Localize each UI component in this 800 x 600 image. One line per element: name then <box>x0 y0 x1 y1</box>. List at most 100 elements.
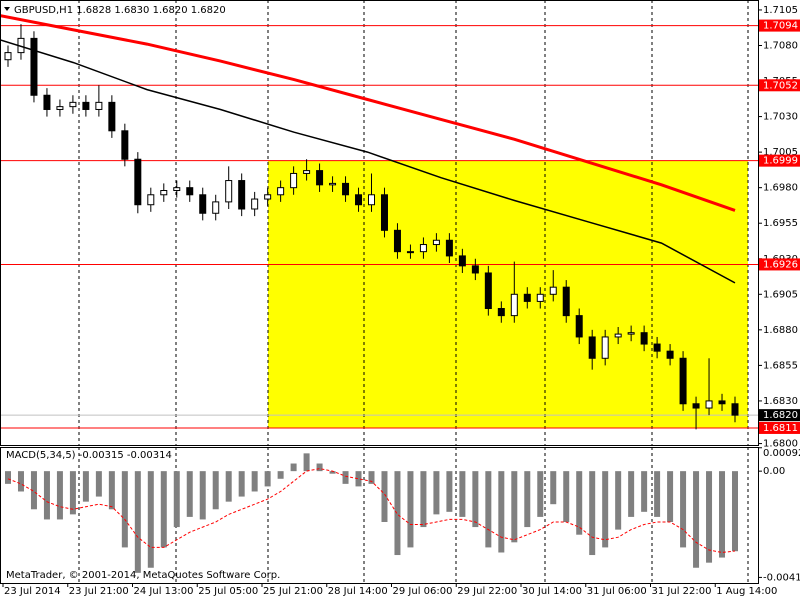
x-tick-label: 25 Jul 21:00 <box>263 586 323 597</box>
macd-bar <box>472 471 479 528</box>
candle-body <box>575 315 583 338</box>
candle-body <box>393 229 401 253</box>
macd-bar <box>524 471 531 528</box>
macd-bar <box>134 471 141 573</box>
candle-body <box>160 190 168 196</box>
symbol-menu-icon <box>4 7 10 11</box>
macd-bar <box>303 453 310 472</box>
macd-bar <box>641 471 648 512</box>
macd-bar <box>43 471 50 520</box>
y-tick-label: 0.00 <box>763 466 785 477</box>
y-tick-label: 1.6880 <box>763 325 798 336</box>
candle-body <box>549 286 557 295</box>
y-tick-label: 1.7105 <box>763 5 798 16</box>
moving-average <box>0 14 736 212</box>
macd-bar <box>69 471 76 515</box>
candle-body <box>380 194 388 231</box>
x-tick-label: 29 Jul 06:00 <box>393 586 453 597</box>
y-tick-label: 1.7030 <box>763 112 798 123</box>
macd-bar <box>251 471 258 492</box>
candle-body <box>290 172 298 189</box>
macd-bar <box>17 471 24 492</box>
x-tick-label: 29 Jul 22:00 <box>457 586 517 597</box>
candle-body <box>406 251 414 254</box>
level-label: 1.7094 <box>763 21 798 32</box>
macd-bar <box>706 471 713 563</box>
highlight-zone <box>268 160 748 428</box>
candle-body <box>627 332 635 335</box>
macd-bar <box>719 471 726 558</box>
macd-bar <box>82 471 89 502</box>
candle-body <box>432 239 440 246</box>
macd-bar <box>264 471 271 487</box>
y-tick-label: 1.6830 <box>763 396 798 407</box>
level-label-box <box>759 79 800 92</box>
candle-body <box>471 265 479 274</box>
macd-bar <box>537 471 544 517</box>
macd-bar <box>329 471 336 474</box>
candle-body <box>303 170 311 174</box>
macd-bar <box>667 471 674 522</box>
candle-body <box>95 101 103 110</box>
x-tick-label: 31 Jul 06:00 <box>587 586 647 597</box>
candle-body <box>277 187 285 196</box>
candle-body <box>588 336 596 359</box>
macd-pane-frame <box>0 447 759 584</box>
macd-bar <box>381 471 388 522</box>
candle-body <box>666 350 674 359</box>
candle-body <box>484 272 492 310</box>
candle-body <box>355 194 363 206</box>
candle-body <box>251 198 259 210</box>
macd-bar <box>5 471 11 484</box>
x-tick-label: 30 Jul 14:00 <box>522 586 582 597</box>
candle-body <box>30 37 38 96</box>
macd-bar <box>277 471 284 479</box>
candle-body <box>679 357 687 405</box>
candle-body <box>705 400 713 409</box>
macd-bar <box>342 471 349 484</box>
macd-bar <box>186 471 193 517</box>
y-tick-label: 1.6980 <box>763 183 798 194</box>
macd-bar <box>602 471 609 548</box>
macd-bar <box>654 471 661 517</box>
macd-bar <box>693 471 700 568</box>
candle-body <box>640 332 648 345</box>
macd-bar <box>95 471 102 497</box>
candle-body <box>419 244 427 253</box>
macd-bar <box>680 471 687 548</box>
level-label: 1.6999 <box>763 156 798 167</box>
candle-body <box>523 293 531 302</box>
candle-body <box>108 101 116 132</box>
level-label: 1.7052 <box>763 80 798 91</box>
x-tick-label: 25 Jul 05:00 <box>198 586 258 597</box>
candle-body <box>510 293 518 317</box>
candle-body <box>186 187 194 196</box>
candle-body <box>43 94 51 110</box>
macd-bar <box>420 471 427 528</box>
macd-bar <box>498 471 505 553</box>
macd-bar <box>238 471 245 497</box>
candle-body <box>342 182 350 196</box>
moving-average <box>0 39 736 284</box>
macd-bar <box>459 471 466 517</box>
macd-bar <box>225 471 232 502</box>
candle-body <box>69 101 77 108</box>
candle-body <box>329 182 337 186</box>
candle-body <box>692 403 700 409</box>
candle-body <box>4 52 12 61</box>
macd-bar <box>732 471 738 552</box>
macd-bar <box>108 471 115 510</box>
candle-body <box>212 201 220 214</box>
chart-title: GBPUSD,H1 1.6828 1.6830 1.6820 1.6820 <box>14 5 226 16</box>
x-tick-label: 1 Aug 14:00 <box>716 586 777 597</box>
macd-bar <box>576 471 583 535</box>
candle-body <box>731 403 739 416</box>
macd-bar <box>628 471 635 517</box>
candle-body <box>121 130 129 160</box>
level-label-box <box>759 154 800 167</box>
macd-bar <box>615 471 622 530</box>
x-tick-label: 23 Jul 2014 <box>4 586 61 597</box>
last-price-box <box>759 409 800 422</box>
